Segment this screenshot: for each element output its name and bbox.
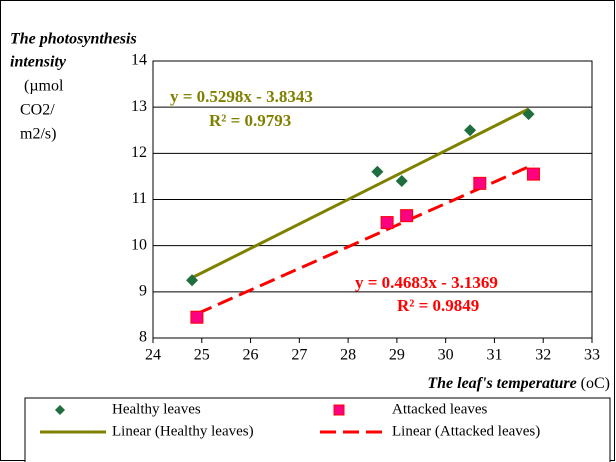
y-tick-label: 11 (132, 190, 147, 207)
x-tick-label: 26 (243, 347, 259, 364)
x-axis-label: The leaf's temperature (427, 375, 576, 392)
y-axis-title: intensity (10, 54, 67, 71)
point (400, 209, 414, 223)
legend-marker (55, 405, 65, 415)
annotation: y = 0.5298x - 3.8343 (170, 87, 313, 106)
plot-area (152, 60, 593, 339)
x-tick-label: 31 (486, 347, 502, 364)
y-axis-title: The photosynthesis (10, 31, 137, 48)
point (473, 176, 487, 190)
y-axis-unit: (µmol (24, 78, 64, 95)
x-axis-unit: (oC) (581, 375, 610, 392)
y-axis-unit: m2/s) (20, 126, 56, 143)
legend-label: Linear (Healthy leaves) (112, 423, 254, 439)
y-tick-label: 14 (131, 52, 147, 69)
point (190, 310, 204, 324)
point (371, 165, 384, 178)
x-tick-label: 33 (584, 347, 600, 364)
y-tick-label: 13 (131, 98, 147, 115)
y-tick-label: 12 (131, 144, 147, 161)
x-tick-label: 25 (194, 347, 210, 364)
legend-box (24, 397, 611, 462)
x-tick-label: 29 (389, 347, 405, 364)
x-tick-label: 27 (291, 347, 307, 364)
point (380, 216, 394, 230)
legend-label: Healthy leaves (112, 401, 201, 417)
y-tick-label: 9 (139, 283, 147, 300)
point (186, 274, 199, 287)
x-tick-label: 24 (145, 347, 161, 364)
legend-label: Attacked leaves (392, 401, 488, 417)
annotation: R² = 0.9849 (397, 296, 479, 315)
point (526, 167, 540, 181)
annotation: y = 0.4683x - 3.1369 (355, 273, 498, 292)
x-tick-label: 32 (535, 347, 551, 364)
y-tick-label: 10 (131, 236, 147, 253)
point (395, 175, 408, 188)
annotation: R² = 0.9793 (209, 111, 291, 130)
x-axis-title: The leaf's temperature (oC) (427, 375, 610, 392)
y-axis-unit: CO2/ (20, 102, 55, 119)
x-tick-label: 28 (340, 347, 356, 364)
legend-marker (333, 404, 345, 416)
point (464, 124, 477, 137)
point (522, 108, 535, 121)
trendline (191, 107, 530, 280)
legend-label: Linear (Attacked leaves) (392, 423, 540, 439)
x-tick-label: 30 (438, 347, 454, 364)
y-tick-label: 8 (139, 329, 147, 346)
